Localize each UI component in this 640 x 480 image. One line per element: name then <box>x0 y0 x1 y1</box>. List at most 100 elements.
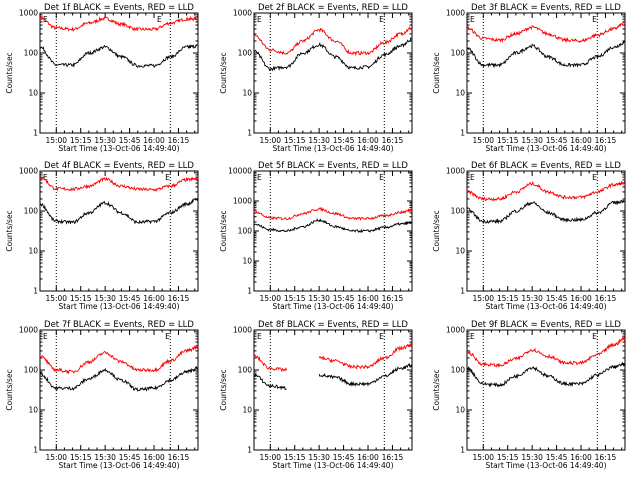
x-tick-label: 15:30 <box>521 136 543 145</box>
x-tick-label: 15:45 <box>333 453 355 462</box>
y-tick-label: 1000 <box>19 326 38 335</box>
y-tick-label: 100 <box>24 49 39 58</box>
x-tick-label: 16:00 <box>570 294 592 303</box>
x-tick-label: 15:15 <box>70 294 92 303</box>
series-lld-line <box>253 26 413 57</box>
e-marker: E <box>379 173 384 182</box>
y-tick-label: 10 <box>242 406 252 415</box>
series-lld-line <box>39 176 199 192</box>
y-tick-label: 10 <box>28 89 38 98</box>
x-tick-label: 15:45 <box>119 453 141 462</box>
x-axis-label: Start Time (13-Oct-06 14:49:40) <box>58 144 179 153</box>
x-tick-label: 15:15 <box>497 294 519 303</box>
x-tick-label: 15:00 <box>472 453 494 462</box>
x-tick-label: 16:00 <box>143 294 165 303</box>
x-tick-label: 15:15 <box>497 136 519 145</box>
y-tick-label: 1 <box>460 129 465 138</box>
x-tick-label: 15:15 <box>70 136 92 145</box>
x-tick-label: 15:15 <box>70 453 92 462</box>
y-tick-label: 10 <box>455 89 465 98</box>
e-marker: E <box>470 332 475 341</box>
series-lld-line <box>253 342 413 373</box>
x-tick-label: 15:00 <box>259 453 281 462</box>
y-tick-label: 1000 <box>19 167 38 176</box>
e-marker: E <box>257 173 262 182</box>
x-tick-label: 15:45 <box>119 294 141 303</box>
x-tick-label: 15:45 <box>119 136 141 145</box>
x-tick-label: 15:30 <box>94 136 116 145</box>
x-axis-label: Start Time (13-Oct-06 14:49:40) <box>58 302 179 311</box>
panel-det-5: Det 5f BLACK = Events, RED = LLD 1 10 100 10… <box>219 161 413 311</box>
x-axis-label: Start Time (13-Oct-06 14:49:40) <box>485 302 606 311</box>
plot-frame <box>39 170 199 292</box>
x-tick-label: 16:15 <box>595 294 617 303</box>
x-axis-label: Start Time (13-Oct-06 14:49:40) <box>272 302 393 311</box>
plot-frame <box>39 329 199 451</box>
y-tick-label: 1 <box>33 446 38 455</box>
series-lld-line <box>466 336 626 368</box>
y-tick-label: 1 <box>460 446 465 455</box>
x-tick-label: 16:15 <box>168 136 190 145</box>
plot-frame <box>253 12 413 134</box>
y-axis-label: Counts/sec <box>432 52 441 93</box>
x-axis-label: Start Time (13-Oct-06 14:49:40) <box>485 461 606 470</box>
panel-det-2: Det 2f BLACK = Events, RED = LLD 1 10 100 10… <box>219 3 413 153</box>
e-marker: E <box>470 173 475 182</box>
y-tick-label: 1 <box>33 129 38 138</box>
y-tick-label: 1 <box>247 287 252 296</box>
e-marker: E <box>257 15 262 24</box>
series-events-line <box>39 197 199 225</box>
series-lld-line <box>253 206 412 221</box>
x-tick-label: 16:00 <box>143 453 165 462</box>
panel-title: Det 2f BLACK = Events, RED = LLD <box>258 3 408 13</box>
x-tick-label: 15:30 <box>308 136 330 145</box>
y-axis-label: Counts/sec <box>219 369 228 410</box>
e-marker: E <box>592 173 597 182</box>
e-marker: E <box>157 15 162 24</box>
y-tick-label: 1000 <box>233 326 252 335</box>
x-tick-label: 15:45 <box>333 294 355 303</box>
y-axis-label: Counts/sec <box>219 52 228 93</box>
x-tick-label: 16:15 <box>595 136 617 145</box>
e-marker: E <box>379 332 384 341</box>
x-tick-label: 15:30 <box>308 294 330 303</box>
y-tick-label: 10 <box>455 406 465 415</box>
y-tick-label: 1 <box>247 446 252 455</box>
y-axis-label: Counts/sec <box>219 210 228 251</box>
y-tick-label: 100 <box>238 49 253 58</box>
e-marker: E <box>592 332 597 341</box>
x-tick-label: 15:15 <box>284 136 306 145</box>
plot-frame <box>466 170 626 292</box>
series-events-line <box>39 44 199 69</box>
plot-frame <box>466 12 626 134</box>
y-axis-label: Counts/sec <box>432 210 441 251</box>
panel-title: Det 1f BLACK = Events, RED = LLD <box>44 3 194 13</box>
panel-det-6: Det 6f BLACK = Events, RED = LLD 1 10 100 10… <box>432 161 626 311</box>
x-tick-label: 15:30 <box>521 294 543 303</box>
x-tick-label: 15:30 <box>521 453 543 462</box>
x-tick-label: 15:45 <box>546 136 568 145</box>
y-tick-label: 10 <box>28 406 38 415</box>
e-marker: E <box>43 332 48 341</box>
y-tick-label: 100 <box>24 366 39 375</box>
y-tick-label: 100 <box>238 227 253 236</box>
y-tick-label: 1000 <box>446 326 465 335</box>
y-tick-label: 10 <box>242 89 252 98</box>
x-tick-label: 15:30 <box>94 294 116 303</box>
x-tick-label: 15:00 <box>259 136 281 145</box>
x-tick-label: 16:00 <box>357 453 379 462</box>
y-tick-label: 10 <box>28 247 38 256</box>
plot-frame <box>253 329 413 451</box>
x-tick-label: 16:00 <box>357 136 379 145</box>
x-axis-label: Start Time (13-Oct-06 14:49:40) <box>58 461 179 470</box>
series-events-line <box>253 37 413 72</box>
e-marker: E <box>470 15 475 24</box>
panel-title: Det 5f BLACK = Events, RED = LLD <box>258 161 408 171</box>
y-axis-label: Counts/sec <box>5 52 14 93</box>
series-events-line <box>466 361 626 388</box>
y-tick-label: 10 <box>455 247 465 256</box>
panel-det-8: Det 8f BLACK = Events, RED = LLD 1 10 100 10… <box>219 320 413 470</box>
plot-frame <box>39 12 199 134</box>
panel-title: Det 4f BLACK = Events, RED = LLD <box>44 161 194 171</box>
y-tick-label: 1 <box>460 287 465 296</box>
